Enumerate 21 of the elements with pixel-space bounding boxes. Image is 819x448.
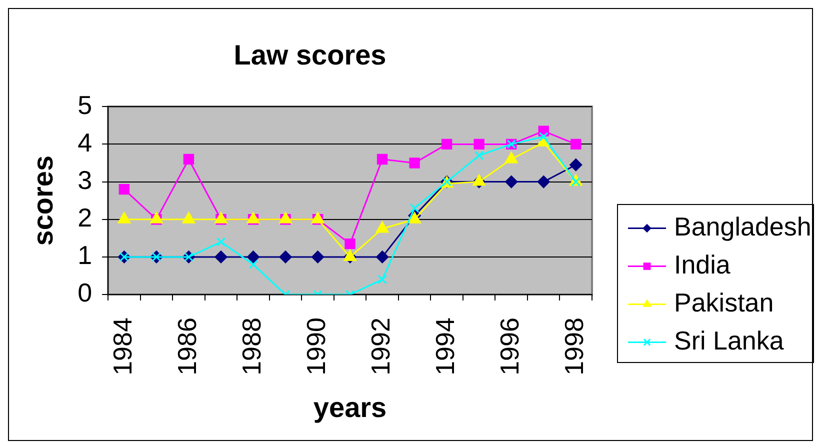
- x-tick-label: 1992: [365, 318, 396, 376]
- legend-label: India: [674, 249, 731, 280]
- legend-label: Sri Lanka: [674, 325, 784, 356]
- legend-label: Pakistan: [674, 287, 774, 318]
- y-tick-label: 0: [78, 278, 92, 308]
- chart-title: Law scores: [234, 40, 386, 71]
- x-tick-label: 1984: [107, 318, 138, 376]
- y-tick-label: 3: [78, 164, 92, 195]
- y-tick-label: 2: [78, 202, 92, 233]
- x-tick-label: 1996: [494, 318, 525, 376]
- x-tick-label: 1988: [236, 318, 266, 376]
- x-tick-label: 1994: [430, 318, 460, 376]
- x-tick-label: 1986: [172, 318, 202, 376]
- x-axis-title: years: [313, 392, 387, 423]
- y-tick-label: 4: [78, 127, 92, 158]
- x-tick-label: 1990: [300, 318, 331, 376]
- y-tick-label: 5: [78, 90, 92, 120]
- y-tick-label: 1: [78, 240, 92, 270]
- y-axis-title: scores: [28, 155, 59, 246]
- x-tick-label: 1998: [559, 318, 590, 376]
- legend-label: Bangladesh: [674, 211, 812, 242]
